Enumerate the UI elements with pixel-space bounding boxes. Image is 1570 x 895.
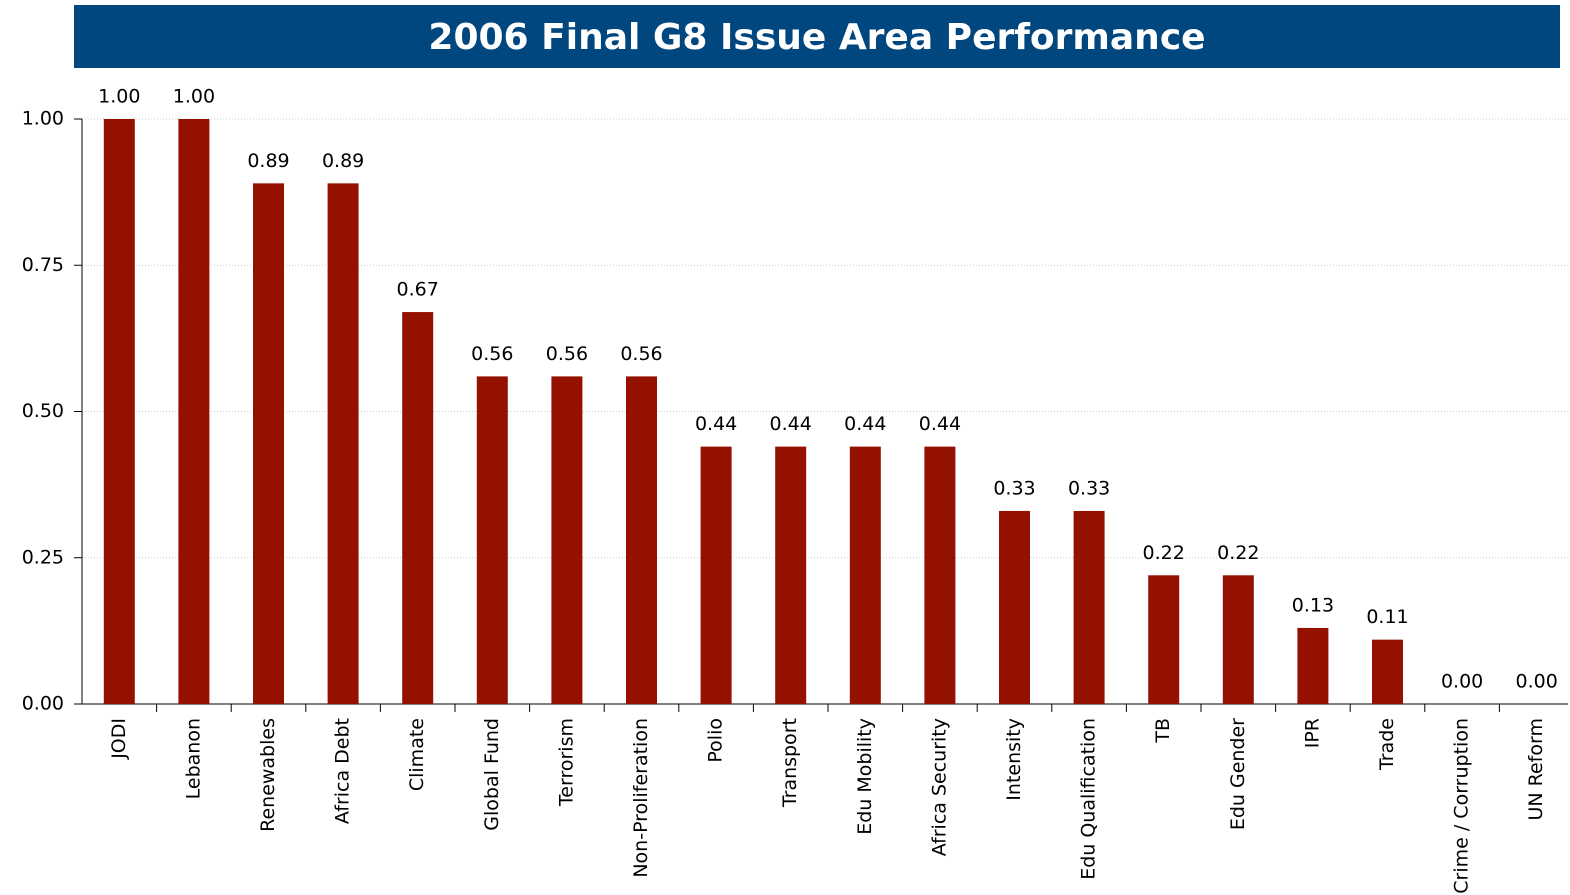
bar — [103, 119, 135, 704]
data-label: 0.56 — [546, 343, 588, 365]
data-label: 0.44 — [770, 413, 812, 435]
bar — [1148, 575, 1180, 704]
y-tick-label: 0.25 — [22, 546, 64, 568]
data-label: 0.11 — [1366, 606, 1408, 628]
x-tick-label: TB — [1152, 718, 1174, 744]
bar — [1222, 575, 1254, 704]
data-label: 0.13 — [1292, 594, 1334, 616]
x-tick-label: IPR — [1301, 718, 1323, 748]
x-tick-label: Africa Debt — [332, 718, 354, 824]
x-tick-label: Intensity — [1003, 718, 1025, 801]
x-tick-label: Polio — [705, 718, 727, 763]
bar — [551, 376, 583, 704]
data-label: 0.44 — [844, 413, 886, 435]
bar — [700, 446, 732, 704]
data-label: 0.56 — [620, 343, 662, 365]
x-tick-label: Africa Security — [928, 718, 950, 856]
bar — [626, 376, 657, 704]
data-label: 0.33 — [993, 477, 1035, 499]
x-tick-label: Trade — [1376, 718, 1398, 771]
x-tick-label: Edu Qualification — [1078, 718, 1100, 880]
bar — [1297, 627, 1329, 704]
bar — [924, 446, 956, 704]
data-label: 0.22 — [1143, 542, 1185, 564]
x-tick-label: Edu Gender — [1227, 718, 1249, 830]
y-tick-label: 1.00 — [22, 108, 64, 130]
data-label: 0.89 — [322, 150, 364, 172]
data-label: 0.89 — [247, 150, 289, 172]
x-tick-label: Non-Proliferation — [630, 718, 652, 878]
data-label: 0.67 — [397, 279, 439, 301]
chart-title: 2006 Final G8 Issue Area Performance — [428, 17, 1205, 58]
x-tick-label: Edu Mobility — [854, 718, 876, 835]
bar — [999, 510, 1030, 704]
bar — [849, 446, 881, 704]
x-tick-label: Global Fund — [481, 718, 503, 831]
x-tick-label: Crime / Corruption — [1451, 718, 1473, 894]
data-label: 0.44 — [695, 413, 737, 435]
data-label: 1.00 — [173, 86, 215, 108]
x-tick-label: Climate — [406, 718, 428, 791]
data-label: 0.56 — [471, 343, 513, 365]
y-tick-label: 0.50 — [22, 400, 64, 422]
data-label: 0.44 — [919, 413, 961, 435]
bar — [178, 119, 210, 704]
bar — [775, 446, 807, 704]
x-tick-label: UN Reform — [1525, 718, 1547, 821]
bar — [476, 376, 508, 704]
data-label: 0.00 — [1516, 671, 1558, 693]
x-tick-label: Lebanon — [182, 718, 204, 799]
data-label: 0.22 — [1217, 542, 1259, 564]
x-tick-label: Terrorism — [555, 718, 577, 807]
bar — [1073, 510, 1105, 704]
data-label: 0.33 — [1068, 477, 1110, 499]
x-tick-label: Transport — [779, 718, 801, 808]
bar — [402, 312, 434, 704]
data-label: 0.00 — [1441, 671, 1483, 693]
data-label: 1.00 — [98, 86, 140, 108]
x-tick-label: JODI — [108, 718, 130, 760]
bar — [253, 183, 284, 705]
bar — [1372, 639, 1403, 704]
y-tick-label: 0.00 — [22, 693, 64, 715]
bar — [327, 183, 359, 705]
y-tick-label: 0.75 — [22, 254, 64, 276]
title-bar — [74, 5, 1560, 68]
x-tick-label: Renewables — [257, 718, 279, 832]
